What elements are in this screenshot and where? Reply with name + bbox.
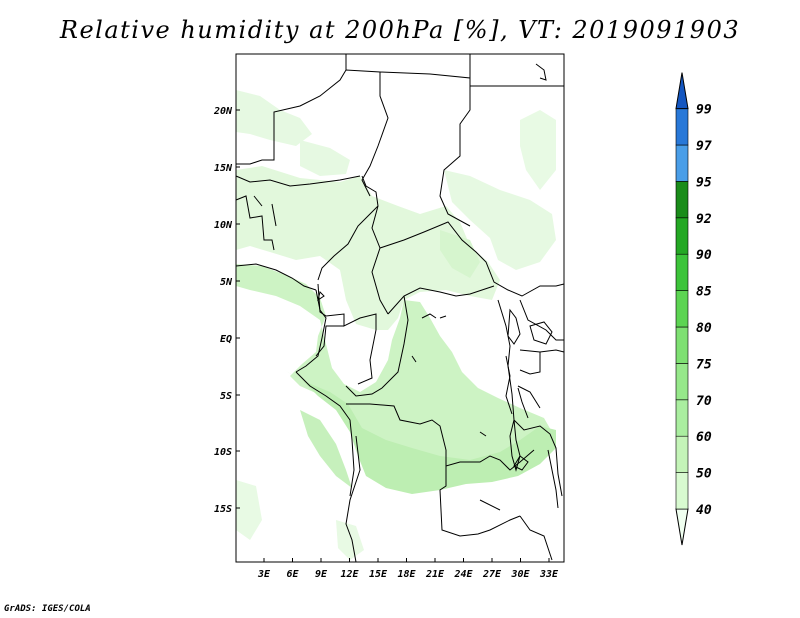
colorbar-level-label: 40 [696, 503, 712, 518]
colorbar-level-label: 50 [696, 467, 712, 482]
colorbar-segment [675, 472, 689, 510]
lat-tick-label: 15N [214, 163, 233, 174]
colorbar-level-label: 75 [696, 357, 712, 372]
colorbar-level-label: 95 [696, 175, 712, 190]
humidity-fill [236, 90, 556, 560]
colorbar-level-label: 99 [696, 103, 712, 118]
colorbar-segment [675, 108, 689, 146]
colorbar-level-label: 97 [696, 139, 712, 154]
lon-tick-label: 18E [397, 569, 416, 580]
lat-tick-label: EQ [220, 334, 232, 345]
colorbar-segment [675, 253, 689, 291]
lon-tick-label: 30E [510, 569, 530, 580]
lat-tick-label: 20N [213, 106, 233, 117]
colorbar-segment [675, 217, 689, 255]
colorbar: 40 50 60 70 75 80 85 90 92 95 97 99 [675, 72, 712, 546]
lon-tick-label: 21E [425, 569, 445, 580]
lon-tick-label: 27E [482, 569, 502, 580]
colorbar-level-label: 90 [696, 248, 712, 263]
colorbar-segment [675, 435, 689, 473]
lat-tick-label: 15S [214, 504, 232, 515]
grads-credit: GrADS: IGES/COLA [4, 604, 91, 614]
colorbar-max-triangle [675, 72, 689, 110]
lat-tick-label: 10N [214, 220, 233, 231]
lat-tick-label: 10S [214, 447, 232, 458]
lat-tick-label: 5S [220, 391, 232, 402]
colorbar-level-label: 92 [696, 212, 712, 227]
colorbar-level-label: 70 [696, 394, 712, 409]
country-borders [235, 54, 565, 563]
lon-axis: 3E 6E 9E 12E 15E 18E 21E 24E 27E 30E 33E [257, 558, 559, 580]
lat-tick-label: 5N [220, 277, 233, 288]
lon-tick-label: 3E [257, 569, 271, 580]
colorbar-segment [675, 363, 689, 401]
lat-axis: 20N 15N 10N 5N EQ 5S 10S 15S [213, 106, 240, 515]
lon-tick-label: 24E [453, 569, 473, 580]
lon-tick-label: 12E [340, 569, 359, 580]
map-area [235, 53, 565, 563]
lon-tick-label: 15E [369, 569, 388, 580]
colorbar-min-triangle [675, 508, 689, 546]
colorbar-segment [675, 144, 689, 182]
lon-tick-label: 9E [315, 569, 328, 580]
colorbar-level-label: 85 [696, 285, 712, 300]
colorbar-segment [675, 181, 689, 219]
colorbar-level-label: 60 [696, 430, 712, 445]
colorbar-segment [675, 399, 689, 437]
colorbar-segment [675, 326, 689, 364]
colorbar-level-label: 80 [696, 321, 712, 336]
map-title: Relative humidity at 200hPa [%], VT: 201… [59, 16, 741, 44]
lon-tick-label: 6E [286, 569, 299, 580]
colorbar-segment [675, 290, 689, 328]
lon-tick-label: 33E [539, 569, 559, 580]
